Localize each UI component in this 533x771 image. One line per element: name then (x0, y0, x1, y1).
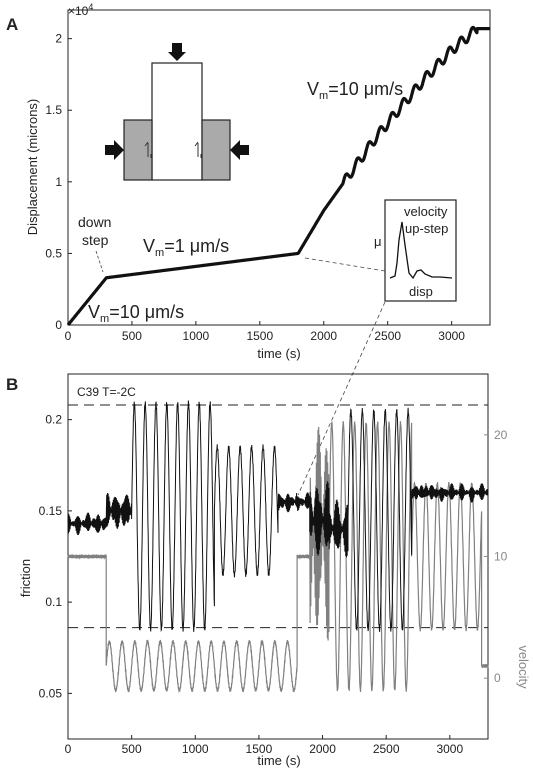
down-step-leader (95, 250, 104, 273)
velocity-series (67, 421, 489, 693)
panel-b-axes-box (67, 373, 489, 740)
panel-a-axes-box (67, 9, 491, 326)
inset-leader-bottom (297, 301, 386, 496)
x-tick-label: 3000 (438, 329, 465, 343)
x-tick-label: 500 (122, 329, 142, 343)
panel-b-right-y-ticks: 0 10 20 (484, 428, 508, 685)
panel-b-letter: B (6, 375, 18, 394)
panel-a: A 0 500 1000 1500 2000 2500 3000 0 0.5 1 1.5 2 ×10… (6, 2, 492, 361)
down-step-label-line1: down (78, 214, 111, 230)
panel-a-letter: A (6, 15, 18, 34)
y-tick-label: 1 (55, 175, 62, 189)
center-block (151, 62, 203, 181)
friction-reference-lines (68, 404, 488, 629)
x-tick-label: 3000 (436, 742, 463, 756)
panel-a-y-axis-title: Displacement (microns) (25, 99, 40, 236)
down-arrow-icon (168, 43, 186, 61)
inset-x-label: disp (409, 284, 433, 299)
velocity-upstep-inset: μ velocity up-step disp (374, 199, 457, 302)
y-tick-label: 0 (55, 318, 62, 332)
right-y-tick-label: 20 (494, 428, 508, 442)
left-y-tick-label: 0.1 (45, 595, 62, 609)
right-shear-arrows-icon (194, 141, 202, 158)
panel-b-left-y-axis-title: friction (18, 559, 33, 597)
vm-slow-label: Vm=1 μm/s (143, 236, 229, 259)
inset-leader-top (304, 257, 386, 272)
friction-series (67, 400, 489, 632)
panel-a-x-axis-title: time (s) (257, 346, 300, 361)
x-tick-label: 500 (122, 742, 142, 756)
inset-box (384, 199, 457, 302)
x-tick-label: 1000 (183, 329, 210, 343)
x-tick-label: 2500 (373, 742, 400, 756)
x-tick-label: 1500 (246, 329, 273, 343)
vm-fast-end-label: Vm=10 μm/s (307, 79, 403, 102)
x-tick-label: 2000 (310, 329, 337, 343)
down-step-label-line2: step (82, 232, 109, 248)
y-tick-label: 2 (55, 32, 62, 46)
right-arrow-icon (105, 140, 124, 160)
panel-b-left-y-ticks: 0.05 0.1 0.15 0.2 (39, 413, 72, 700)
x-tick-label: 1000 (182, 742, 209, 756)
inset-title-line1: velocity (404, 204, 448, 219)
panel-a-x-ticks: 0 500 1000 1500 2000 2500 3000 (65, 321, 465, 343)
x-tick-label: 2000 (309, 742, 336, 756)
x-tick-label: 0 (65, 329, 72, 343)
panel-b-right-y-axis-title: velocity (516, 645, 531, 689)
left-y-tick-label: 0.15 (39, 504, 63, 518)
inset-mu-label: μ (374, 234, 382, 249)
left-arrow-icon (230, 140, 249, 160)
right-y-tick-label: 10 (494, 550, 508, 564)
right-y-tick-label: 0 (494, 671, 501, 685)
panel-b-x-axis-title: time (s) (257, 753, 300, 768)
x-tick-label: 2500 (374, 329, 401, 343)
panel-b-x-ticks: 0 500 1000 1500 2000 2500 3000 (65, 735, 463, 756)
left-y-tick-label: 0.2 (45, 413, 62, 427)
shear-apparatus-schematic (105, 43, 249, 181)
y-tick-label: 0.5 (45, 246, 62, 260)
displacement-curve (66, 25, 492, 327)
panel-b-title: C39 T=-2C (77, 385, 136, 399)
y-scale-label: ×104 (68, 2, 93, 18)
inset-title-line2: up-step (405, 221, 448, 236)
inset-friction-curve (389, 221, 453, 280)
left-y-tick-label: 0.05 (39, 686, 63, 700)
x-tick-label: 0 (65, 742, 72, 756)
y-tick-label: 1.5 (45, 103, 62, 117)
right-block (201, 119, 231, 181)
vm-fast-start-label: Vm=10 μm/s (88, 302, 184, 325)
left-shear-arrows-icon (144, 141, 152, 158)
panel-b: B C39 T=-2C 0 500 1000 1500 2000 2500 3000 0.0… (6, 373, 531, 768)
x-tick-label: 1500 (246, 742, 273, 756)
panel-a-y-ticks: 0 0.5 1 1.5 2 (45, 32, 72, 332)
